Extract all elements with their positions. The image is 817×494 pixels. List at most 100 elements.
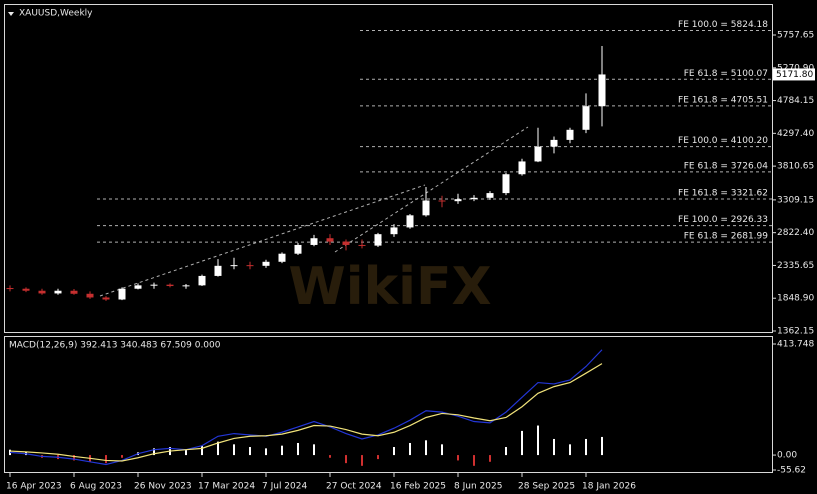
- histogram-bar: [377, 455, 379, 460]
- price-frame: [4, 4, 773, 333]
- candle-body: [198, 275, 206, 286]
- candle-body: [102, 297, 110, 300]
- histogram-bar: [553, 438, 555, 456]
- y-tick-label: 3810.65: [777, 162, 814, 172]
- watermark: WikiFX: [288, 257, 491, 317]
- candle-body: [278, 253, 286, 262]
- histogram-bar: [233, 444, 235, 456]
- histogram-bar: [265, 448, 267, 456]
- candle-body: [374, 234, 382, 246]
- histogram-bar: [601, 436, 603, 456]
- candle-body: [70, 290, 78, 294]
- y-tick-label: 5270.90: [777, 63, 814, 73]
- histogram-bar: [281, 445, 283, 456]
- histogram-bar: [569, 444, 571, 456]
- y-tick-label: -55.62: [777, 466, 806, 476]
- histogram-bar: [185, 449, 187, 456]
- x-tick-label: 7 Jul 2024: [262, 482, 307, 492]
- candle-body: [534, 146, 542, 162]
- x-tick-label: 8 Jun 2025: [454, 482, 502, 492]
- candle-body: [150, 284, 158, 286]
- candle-body: [246, 265, 254, 267]
- y-tick-label: 1362.15: [777, 326, 814, 336]
- chart-title: XAUUSD,Weekly: [19, 9, 93, 19]
- histogram-bar: [409, 442, 411, 456]
- level-label: FE 61.8 = 5100.07: [684, 69, 768, 79]
- histogram-bar: [361, 455, 363, 466]
- candle-body: [166, 284, 174, 287]
- macd-line: [9, 363, 603, 462]
- histogram-bar: [521, 430, 523, 456]
- macd-line: [9, 349, 603, 466]
- projection-line: [334, 126, 529, 253]
- y-tick-label: 1848.90: [777, 294, 814, 304]
- histogram-bar: [345, 455, 347, 464]
- last-price-tag: [773, 68, 815, 81]
- x-tick-label: 18 Jan 2026: [582, 482, 636, 492]
- histogram-bar: [425, 440, 427, 456]
- candle-body: [230, 265, 238, 267]
- candle-body: [566, 129, 574, 140]
- candle-body: [390, 227, 398, 235]
- candle-body: [422, 200, 430, 216]
- x-tick-label: 17 Mar 2024: [198, 482, 255, 492]
- candle-body: [550, 139, 558, 147]
- candle-body: [294, 244, 302, 254]
- y-tick-label: 2822.40: [777, 228, 814, 238]
- histogram-bar: [313, 444, 315, 456]
- candle-body: [342, 241, 350, 245]
- histogram-bar: [473, 455, 475, 466]
- x-tick-label: 28 Sep 2025: [518, 482, 575, 492]
- candle-body: [598, 74, 606, 107]
- x-tick-label: 6 Aug 2023: [70, 482, 122, 492]
- y-tick-label: 2335.65: [777, 261, 814, 271]
- candle-body: [310, 238, 318, 245]
- level-label: FE 61.8 = 3726.04: [684, 161, 769, 171]
- candle-body: [326, 238, 334, 242]
- level-label: FE 161.8 = 3321.62: [678, 189, 768, 199]
- histogram-bar: [393, 447, 395, 456]
- y-tick-label: 3309.15: [777, 195, 814, 205]
- candle-body: [454, 199, 462, 202]
- candle-body: [406, 215, 414, 228]
- y-tick-label: 5757.65: [777, 31, 814, 41]
- menu-arrow[interactable]: [8, 12, 14, 16]
- x-tick-label: 16 Feb 2025: [390, 482, 446, 492]
- x-tick-label: 26 Nov 2023: [134, 482, 192, 492]
- y-tick-label: 0.00: [777, 451, 797, 461]
- histogram-bar: [105, 455, 107, 464]
- level-label: FE 100.0 = 5824.18: [678, 20, 768, 30]
- histogram-bar: [153, 448, 155, 456]
- histogram-bar: [249, 447, 251, 456]
- candle-body: [502, 174, 510, 194]
- histogram-bar: [489, 455, 491, 462]
- histogram-bar: [329, 455, 331, 458]
- histogram-bar: [505, 447, 507, 456]
- candle-body: [182, 285, 190, 287]
- candle-body: [38, 290, 46, 294]
- histogram-bar: [585, 438, 587, 456]
- level-label: FE 161.8 = 4705.51: [678, 95, 768, 105]
- histogram-bar: [217, 441, 219, 456]
- candle-body: [134, 285, 142, 289]
- histogram-bar: [121, 455, 123, 458]
- candle-body: [214, 265, 222, 276]
- histogram-bar: [73, 455, 75, 461]
- y-tick-label: 4784.15: [777, 96, 814, 106]
- candle-body: [86, 293, 94, 298]
- candle-body: [22, 288, 30, 291]
- candle-body: [118, 288, 126, 300]
- x-tick-label: 16 Apr 2023: [6, 482, 62, 492]
- macd-frame: [4, 336, 773, 473]
- macd-title: MACD(12,26,9) 392.413 340.483 67.509 0.0…: [9, 341, 221, 351]
- candle-body: [358, 244, 366, 246]
- histogram-bar: [441, 444, 443, 456]
- last-price-label: 5171.80: [776, 70, 813, 80]
- candle-body: [518, 161, 526, 175]
- histogram-bar: [537, 425, 539, 456]
- level-label: FE 100.0 = 4100.20: [678, 136, 768, 146]
- level-label: FE 100.0 = 2926.33: [678, 215, 768, 225]
- candle-body: [438, 200, 446, 202]
